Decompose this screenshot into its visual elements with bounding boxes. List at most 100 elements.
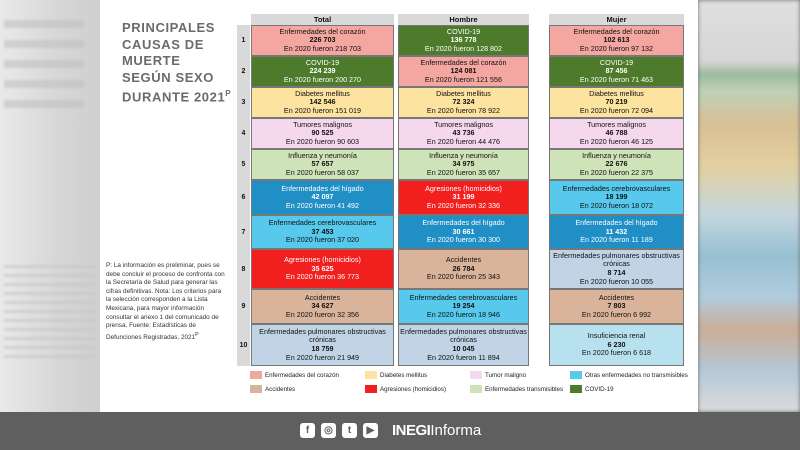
inegi-informa-logo: INEGIInforma (392, 422, 481, 439)
previous-year: En 2020 fueron 78 922 (426, 105, 501, 115)
cause-name: Accidentes (445, 255, 482, 265)
death-count: 226 703 (309, 35, 336, 45)
death-count: 22 676 (605, 159, 628, 169)
legend-swatch (250, 385, 262, 393)
death-count: 37 453 (311, 226, 334, 236)
mujer-cell-8: Enfermedades pulmonares obstructivas cró… (549, 249, 684, 289)
previous-year: En 2020 fueron 97 132 (579, 43, 654, 53)
previous-year: En 2020 fueron 6 992 (581, 309, 652, 319)
infographic-title: Principales causas de muerte según sexo … (122, 20, 232, 106)
hombre-cell-9: Enfermedades cerebrovasculares 19 254 En 2… (398, 289, 529, 324)
previous-year: En 2020 fueron 11 894 (427, 352, 500, 362)
death-count: 34 975 (452, 159, 475, 169)
death-count: 43 736 (452, 128, 475, 138)
cause-name: Enfermedades cerebrovasculares (409, 292, 518, 302)
cause-name: COVID-19 (446, 26, 481, 36)
death-count: 8 714 (607, 268, 626, 277)
death-count: 26 784 (452, 263, 475, 273)
total-cell-5: Influenza y neumonía 57 657 En 2020 fueron… (251, 149, 394, 180)
cause-name: Influenza y neumonía (288, 150, 357, 160)
legend-swatch (365, 385, 377, 393)
facebook-icon[interactable]: f (300, 423, 315, 438)
notes-text: P: La información es preliminar, pues se… (106, 262, 225, 341)
total-cell-2: COVID-19 224 239 En 2020 fueron 200 270 (251, 56, 394, 87)
previous-year: En 2020 fueron 151 019 (283, 105, 362, 115)
death-count: 10 045 (452, 344, 475, 353)
cause-name: Diabetes mellitus (295, 88, 350, 98)
previous-year: En 2020 fueron 44 476 (426, 136, 501, 146)
previous-year: En 2020 fueron 30 300 (426, 235, 501, 245)
previous-year: En 2020 fueron 35 657 (426, 167, 501, 177)
cause-name: Agresiones (homicidios) (284, 255, 361, 265)
cause-name: Tumores malignos (434, 119, 493, 129)
hombre-cell-10: Enfermedades pulmonares obstructivas cró… (398, 324, 529, 366)
previous-year: En 2020 fueron 25 343 (426, 272, 501, 282)
previous-year: En 2020 fueron 41 492 (285, 200, 360, 210)
cause-name: Enfermedades del corazón (279, 26, 366, 36)
legend-swatch (470, 385, 482, 393)
background-ghost-notes (4, 265, 94, 360)
background-ghost-text (4, 20, 84, 110)
header-hombre: Hombre (398, 14, 529, 25)
rank-4: 4 (237, 118, 250, 149)
total-cell-8: Agresiones (homicidios) 35 625 En 2020 fue… (251, 249, 394, 289)
twitter-icon[interactable]: t (342, 423, 357, 438)
death-count: 70 219 (605, 97, 628, 107)
youtube-icon[interactable]: ▶ (363, 423, 378, 438)
death-count: 102 613 (603, 35, 630, 45)
header-total: Total (251, 14, 394, 25)
cause-name: Enfermedades del hígado (281, 183, 364, 193)
hombre-cell-4: Tumores malignos 43 736 En 2020 fueron 44 … (398, 118, 529, 149)
previous-year: En 2020 fueron 22 375 (579, 167, 654, 177)
cause-name: Enfermedades del corazón (420, 57, 507, 67)
legend-item: Agresiones (homicidios) (365, 385, 446, 393)
previous-year: En 2020 fueron 46 125 (579, 136, 654, 146)
total-cell-6: Enfermedades del hígado 42 097 En 2020 fue… (251, 180, 394, 215)
death-count: 42 097 (311, 192, 334, 202)
social-links: f ◎ t ▶ (300, 423, 378, 438)
previous-year: En 2020 fueron 58 037 (285, 167, 360, 177)
header-mujer: Mujer (549, 14, 684, 25)
footer-bar (0, 412, 800, 450)
death-count: 124 081 (450, 66, 477, 76)
instagram-icon[interactable]: ◎ (321, 423, 336, 438)
death-count: 6 230 (607, 339, 626, 349)
rank-6: 6 (237, 180, 250, 215)
hombre-cell-3: Diabetes mellitus 72 324 En 2020 fueron 78… (398, 87, 529, 118)
legend-label: Tumor maligno (485, 371, 527, 379)
total-cell-1: Enfermedades del corazón 226 703 En 2020 f… (251, 25, 394, 56)
previous-year: En 2020 fueron 32 336 (426, 200, 501, 210)
previous-year: En 2020 fueron 6 618 (581, 348, 652, 358)
rank-7: 7 (237, 215, 250, 249)
legend-label: Enfermedades transmisibles (485, 385, 564, 393)
cause-name: Accidentes (304, 292, 341, 302)
cause-name: Influenza y neumonía (429, 150, 498, 160)
legend-label: Enfermedades del corazón (265, 371, 339, 379)
death-count: 72 324 (452, 97, 475, 107)
legend-swatch (570, 385, 582, 393)
cause-name: Enfermedades pulmonares obstructivas cró… (400, 326, 527, 345)
cause-name: Diabetes mellitus (436, 88, 491, 98)
cause-name: Enfermedades cerebrovasculares (562, 183, 671, 193)
previous-year: En 2020 fueron 36 773 (285, 272, 360, 282)
legend-item: Enfermedades transmisibles (470, 385, 563, 393)
previous-year: En 2020 fueron 200 270 (283, 74, 362, 84)
death-count: 7 803 (607, 301, 626, 311)
previous-year: En 2020 fueron 32 356 (285, 309, 360, 319)
legend-label: Otras enfermedades no transmisibles (585, 371, 688, 379)
cause-name: Enfermedades del hígado (575, 218, 658, 228)
mujer-cell-10: Insuficiencia renal 6 230 En 2020 fueron 6… (549, 324, 684, 366)
total-cell-9: Accidentes 34 627 En 2020 fueron 32 356 (251, 289, 394, 324)
previous-year: En 2020 fueron 71 463 (579, 74, 654, 84)
cause-name: Accidentes (598, 292, 635, 302)
rank-3: 3 (237, 87, 250, 118)
cause-name: Diabetes mellitus (589, 88, 644, 98)
cause-name: Enfermedades del corazón (573, 26, 660, 36)
death-count: 57 657 (311, 159, 334, 169)
legend-item: Enfermedades del corazón (250, 371, 339, 379)
mujer-cell-5: Influenza y neumonía 22 676 En 2020 fueron… (549, 149, 684, 180)
legend-item: Tumor maligno (470, 371, 526, 379)
rank-8: 8 (237, 249, 250, 289)
death-count: 136 778 (450, 35, 477, 45)
notes-superscript: P (195, 331, 199, 338)
